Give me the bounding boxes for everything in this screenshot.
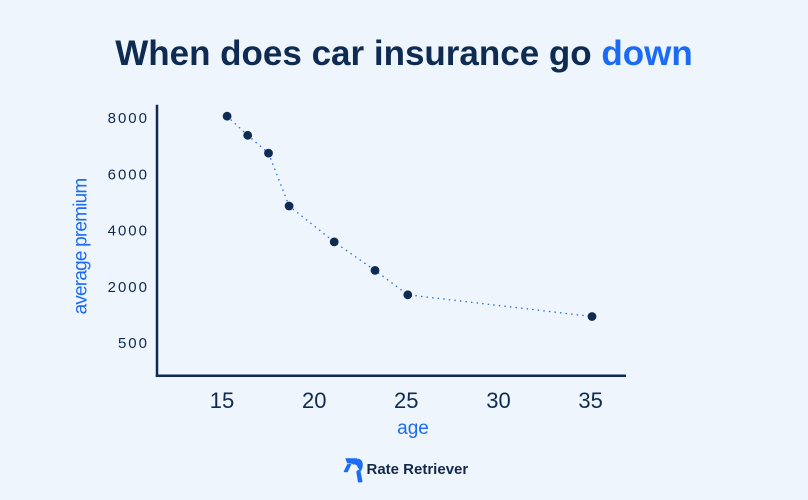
svg-text:4000: 4000 <box>108 223 149 240</box>
svg-text:15: 15 <box>210 388 234 413</box>
svg-text:35: 35 <box>578 388 602 413</box>
svg-text:age: age <box>397 418 429 439</box>
svg-text:500: 500 <box>118 335 149 352</box>
svg-text:20: 20 <box>302 388 326 413</box>
svg-text:8000: 8000 <box>108 110 149 127</box>
svg-text:25: 25 <box>394 388 418 413</box>
svg-text:6000: 6000 <box>108 166 149 183</box>
svg-text:30: 30 <box>486 388 510 413</box>
svg-text:average premium: average premium <box>71 179 92 315</box>
svg-text:2000: 2000 <box>108 279 149 296</box>
